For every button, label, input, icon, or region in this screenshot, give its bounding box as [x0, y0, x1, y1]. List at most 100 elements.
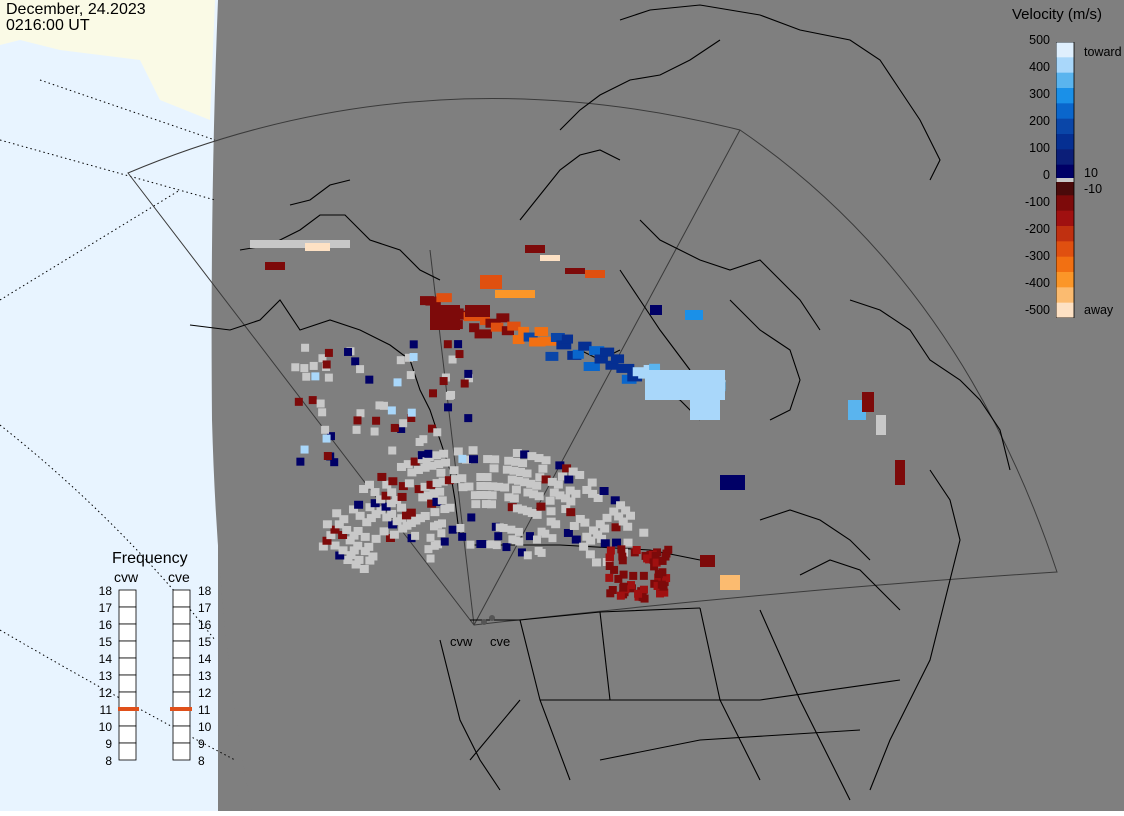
velocity-cell	[434, 540, 443, 549]
velocity-cell	[397, 492, 407, 501]
velocity-cell	[441, 458, 451, 467]
frequency-tick-left: 9	[105, 737, 112, 751]
velocity-cell	[387, 406, 396, 415]
velocity-cell	[356, 409, 365, 418]
velocity-cell	[599, 487, 609, 496]
velocity-tick: 500	[1029, 33, 1050, 47]
velocity-cell	[565, 486, 575, 495]
radar-site-cve	[489, 615, 495, 621]
velocity-cell	[326, 432, 335, 441]
velocity-cell	[334, 520, 344, 529]
velocity-cell	[379, 401, 388, 410]
velocity-cell	[654, 570, 663, 579]
velocity-cell	[371, 534, 381, 543]
velocity-cell	[324, 373, 333, 382]
velocity-cell	[545, 351, 559, 361]
velocity-cell	[580, 518, 590, 527]
velocity-cell	[423, 491, 433, 500]
velocity-cell	[536, 502, 546, 511]
velocity-cell	[610, 565, 619, 574]
velocity-cell	[549, 488, 559, 497]
velocity-cell	[370, 427, 379, 436]
frequency-cell	[118, 640, 137, 659]
velocity-cell	[370, 488, 380, 497]
velocity-cell	[360, 532, 370, 541]
velocity-cell	[397, 514, 407, 523]
colorbar-swatch	[1056, 72, 1074, 89]
velocity-cell	[445, 503, 455, 512]
velocity-cell	[379, 527, 389, 536]
velocity-cell	[323, 451, 332, 460]
frequency-tick-right: 14	[198, 652, 212, 666]
velocity-cell	[625, 511, 635, 520]
colorbar-swatch	[1056, 195, 1074, 212]
velocity-cell	[432, 497, 442, 506]
velocity-cell	[564, 475, 574, 484]
velocity-cell	[330, 541, 340, 550]
velocity-cell	[420, 482, 430, 491]
velocity-cell	[720, 475, 745, 490]
velocity-cell	[623, 538, 633, 547]
velocity-cell	[502, 543, 511, 552]
velocity-cell	[492, 541, 501, 550]
velocity-cell	[399, 419, 408, 428]
velocity-cell	[658, 556, 667, 565]
freq-radar-cve: cve	[168, 569, 190, 585]
velocity-cell	[425, 296, 441, 306]
velocity-tick: -400	[1024, 276, 1050, 290]
velocity-cell	[602, 557, 612, 566]
velocity-cell	[322, 536, 332, 545]
velocity-cell	[653, 581, 662, 590]
velocity-cell	[507, 475, 517, 484]
colorbar-neutral-band	[1056, 178, 1074, 182]
velocity-cell	[439, 449, 449, 458]
velocity-cell	[356, 365, 365, 374]
velocity-cell	[416, 514, 426, 523]
velocity-cell	[330, 525, 340, 534]
freq-radar-cvw: cvw	[114, 569, 139, 585]
velocity-cell	[591, 558, 601, 567]
velocity-cell	[593, 493, 603, 502]
velocity-cell	[461, 455, 471, 464]
velocity-cell	[618, 552, 627, 561]
velocity-cell	[318, 354, 327, 363]
velocity-cell	[534, 492, 544, 501]
velocity-cell	[527, 452, 537, 461]
velocity-cell	[469, 455, 479, 464]
site-label-cve: cve	[490, 634, 511, 649]
frequency-cell	[172, 742, 191, 761]
velocity-cell	[427, 461, 437, 470]
velocity-cell	[532, 510, 542, 519]
velocity-cell	[405, 353, 414, 362]
velocity-cell	[458, 454, 467, 463]
frequency-cell	[118, 742, 137, 761]
frequency-cell	[118, 657, 137, 676]
away-label: away	[1084, 303, 1114, 317]
velocity-cell	[553, 480, 563, 489]
velocity-cell	[862, 392, 874, 412]
velocity-cell	[348, 505, 358, 514]
velocity-cell	[424, 545, 433, 554]
velocity-cell	[479, 540, 488, 549]
velocity-cell	[339, 515, 349, 524]
velocity-cell	[614, 512, 624, 521]
velocity-cell	[305, 243, 330, 251]
velocity-cell	[616, 363, 635, 373]
colorbar-swatch	[1056, 272, 1074, 288]
velocity-cell	[541, 529, 550, 538]
velocity-cell	[366, 514, 376, 523]
velocity-cell	[326, 531, 336, 540]
velocity-cell	[480, 275, 502, 289]
velocity-cell	[457, 474, 467, 483]
velocity-tick: 300	[1029, 87, 1050, 101]
velocity-cell	[413, 465, 423, 474]
frequency-cell	[118, 589, 137, 608]
velocity-cell	[575, 514, 585, 523]
velocity-cell	[482, 482, 492, 491]
velocity-cell	[627, 372, 643, 382]
velocity-cell	[623, 522, 633, 531]
velocity-cell	[501, 326, 514, 336]
velocity-cell	[540, 336, 557, 346]
